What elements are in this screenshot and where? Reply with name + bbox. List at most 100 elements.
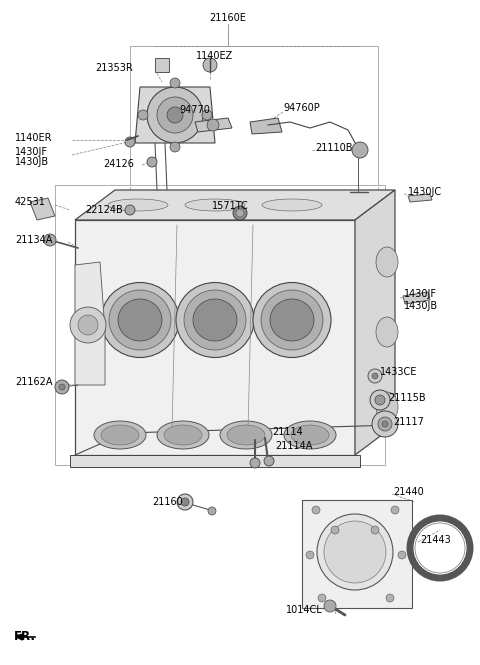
Text: 24126: 24126 <box>103 159 134 169</box>
Circle shape <box>312 506 320 514</box>
Circle shape <box>398 551 406 559</box>
Circle shape <box>78 315 98 335</box>
Polygon shape <box>75 190 395 220</box>
Bar <box>130 46 378 190</box>
Text: 21115B: 21115B <box>388 393 426 403</box>
Text: 1430JF: 1430JF <box>404 289 437 299</box>
Ellipse shape <box>376 247 398 277</box>
Circle shape <box>125 137 135 147</box>
Polygon shape <box>75 220 355 455</box>
Circle shape <box>44 234 56 246</box>
Polygon shape <box>70 455 360 467</box>
Circle shape <box>233 206 247 220</box>
Polygon shape <box>30 198 55 220</box>
Ellipse shape <box>185 199 245 211</box>
Circle shape <box>181 498 189 506</box>
Ellipse shape <box>157 421 209 449</box>
Ellipse shape <box>94 421 146 449</box>
Polygon shape <box>355 190 395 455</box>
Ellipse shape <box>164 425 202 445</box>
Text: 1140EZ: 1140EZ <box>196 51 233 61</box>
Circle shape <box>352 142 368 158</box>
Ellipse shape <box>176 283 254 358</box>
Circle shape <box>370 390 390 410</box>
Circle shape <box>372 373 378 379</box>
Text: 1430JB: 1430JB <box>15 157 49 167</box>
Bar <box>155 58 169 72</box>
Circle shape <box>236 209 244 217</box>
Circle shape <box>202 110 212 120</box>
Ellipse shape <box>291 425 329 445</box>
Circle shape <box>391 506 399 514</box>
Circle shape <box>70 307 106 343</box>
Circle shape <box>318 594 326 602</box>
Circle shape <box>324 600 336 612</box>
Text: 21134A: 21134A <box>15 235 52 245</box>
Circle shape <box>207 119 219 131</box>
Ellipse shape <box>108 199 168 211</box>
Circle shape <box>324 521 386 583</box>
Ellipse shape <box>193 299 237 341</box>
Text: 21117: 21117 <box>393 417 424 427</box>
Ellipse shape <box>101 283 179 358</box>
Ellipse shape <box>184 290 246 350</box>
Text: 21353R: 21353R <box>95 63 133 73</box>
Text: 1571TC: 1571TC <box>212 201 249 211</box>
Text: 21440: 21440 <box>393 487 424 497</box>
Circle shape <box>368 369 382 383</box>
Ellipse shape <box>109 290 171 350</box>
Text: 21114: 21114 <box>272 427 303 437</box>
Circle shape <box>177 494 193 510</box>
Text: 1430JB: 1430JB <box>404 301 438 311</box>
Circle shape <box>167 107 183 123</box>
Polygon shape <box>302 500 412 608</box>
Ellipse shape <box>253 283 331 358</box>
Polygon shape <box>195 118 232 132</box>
Polygon shape <box>250 118 282 134</box>
Ellipse shape <box>284 421 336 449</box>
Text: 1430JC: 1430JC <box>408 187 442 197</box>
Circle shape <box>264 456 274 466</box>
Text: 1430JF: 1430JF <box>15 147 48 157</box>
Ellipse shape <box>376 392 398 422</box>
Circle shape <box>170 142 180 152</box>
Ellipse shape <box>376 317 398 347</box>
Circle shape <box>372 411 398 437</box>
Text: 21160: 21160 <box>152 497 183 507</box>
Bar <box>55 185 385 465</box>
Ellipse shape <box>262 199 322 211</box>
Ellipse shape <box>261 290 323 350</box>
Text: FR.: FR. <box>14 630 36 642</box>
Text: 1140ER: 1140ER <box>15 133 52 143</box>
Circle shape <box>170 78 180 88</box>
Text: 21162A: 21162A <box>15 377 52 387</box>
Circle shape <box>203 58 217 72</box>
Ellipse shape <box>270 299 314 341</box>
Circle shape <box>386 594 394 602</box>
Text: 22124B: 22124B <box>85 205 123 215</box>
Circle shape <box>147 87 203 143</box>
Bar <box>130 46 378 190</box>
Ellipse shape <box>227 425 265 445</box>
Text: 42531: 42531 <box>15 197 46 207</box>
Text: 21114A: 21114A <box>275 441 312 451</box>
Circle shape <box>147 157 157 167</box>
Circle shape <box>371 526 379 534</box>
Circle shape <box>55 380 69 394</box>
Circle shape <box>306 551 314 559</box>
Bar <box>55 185 385 465</box>
Circle shape <box>125 205 135 215</box>
Ellipse shape <box>101 425 139 445</box>
Ellipse shape <box>118 299 162 341</box>
Circle shape <box>375 395 385 405</box>
Polygon shape <box>408 194 432 202</box>
Text: 21443: 21443 <box>420 535 451 545</box>
Text: 21160E: 21160E <box>210 13 246 23</box>
Circle shape <box>331 526 339 534</box>
Text: 21110B: 21110B <box>315 143 352 153</box>
Circle shape <box>317 514 393 590</box>
Circle shape <box>138 110 148 120</box>
Text: 94770: 94770 <box>180 105 210 115</box>
Circle shape <box>157 97 193 133</box>
Circle shape <box>208 507 216 515</box>
